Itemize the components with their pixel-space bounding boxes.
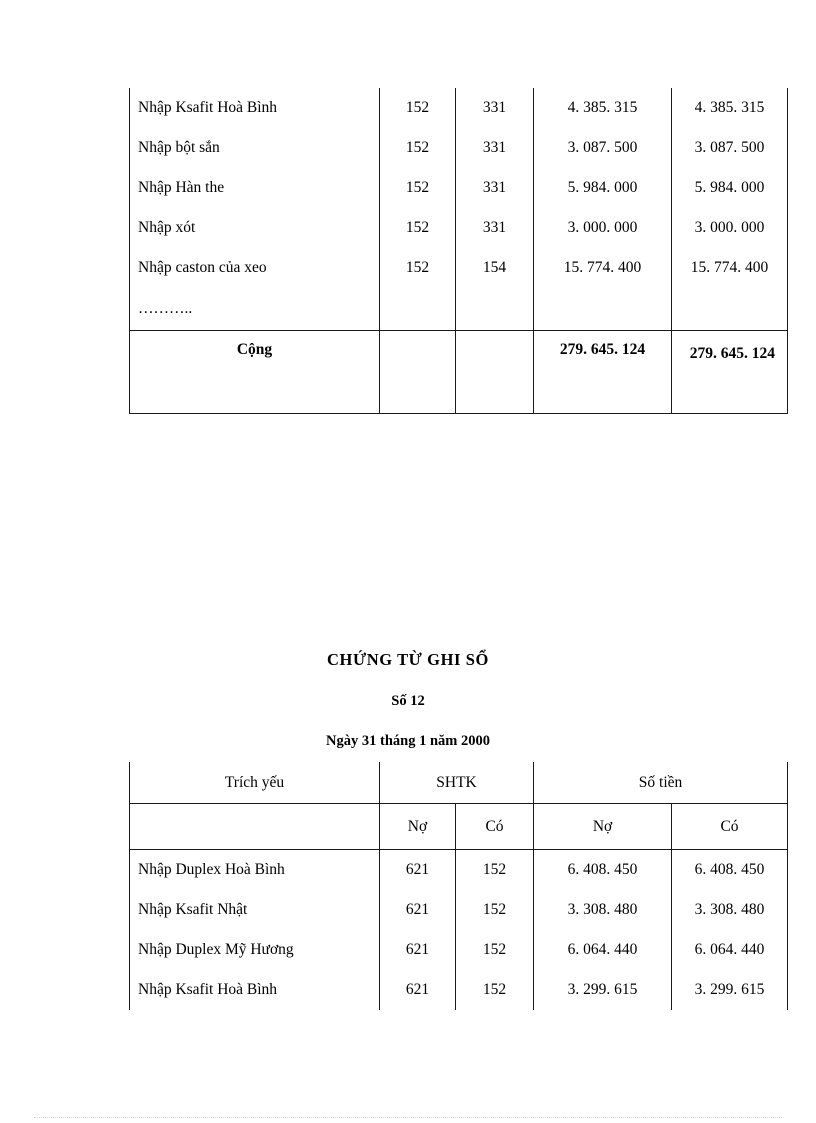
cell-total-amount-credit: 279. 645. 124 [671,330,788,414]
page-bottom-divider [34,1117,782,1118]
cell-debit-account: 152 [379,128,456,168]
cell-debit-account: 152 [379,88,456,128]
cell-amount-credit: 6. 408. 450 [671,849,789,890]
cell-empty [379,288,456,331]
cell-amount-credit: 3. 087. 500 [671,128,788,168]
cell-credit-account: 331 [455,208,534,248]
cell-total-label: Cộng [129,330,380,414]
table-header-row-top: Trích yếu SHTK Số tiền [129,762,789,804]
cell-description: Nhập Ksafit Hoà Bình [129,88,380,128]
cell-amount-debit: 3. 000. 000 [533,208,672,248]
cell-description: Nhập Ksafit Hoà Bình [129,970,380,1010]
cell-debit-account: 152 [379,168,456,208]
cell-amount-debit: 5. 984. 000 [533,168,672,208]
table-row-total: Cộng 279. 645. 124 279. 645. 124 [129,330,788,414]
cell-empty [671,288,788,331]
cell-amount-debit: 6. 408. 450 [533,849,672,890]
header-description: Trích yếu [129,762,380,804]
table-row: Nhập Duplex Hoà Bình 621 152 6. 408. 450… [129,849,789,890]
cell-amount-debit: 3. 308. 480 [533,890,672,930]
cell-amount-credit: 15. 774. 400 [671,248,788,288]
cell-description: Nhập caston của xeo [129,248,380,288]
cell-description: Nhập bột sắn [129,128,380,168]
cell-debit-account: 621 [379,970,456,1010]
cell-amount-credit: 4. 385. 315 [671,88,788,128]
cell-description: Nhập Ksafit Nhật [129,890,380,930]
table-row: Nhập xót 152 331 3. 000. 000 3. 000. 000 [129,208,788,248]
header-sub-debit: Nợ [379,803,456,850]
cell-amount-credit: 3. 000. 000 [671,208,788,248]
cell-credit-account: 154 [455,248,534,288]
cell-description: Nhập Duplex Mỹ Hương [129,930,380,970]
table-row: Nhập Ksafit Hoà Bình 621 152 3. 299. 615… [129,970,789,1010]
cell-amount-debit: 6. 064. 440 [533,930,672,970]
cell-amount-credit: 3. 299. 615 [671,970,789,1010]
cell-amount-credit: 5. 984. 000 [671,168,788,208]
cell-credit-account: 152 [454,849,534,890]
cell-credit-account: 152 [454,970,534,1010]
voucher-table-12: Trích yếu SHTK Số tiền Nợ Có Nợ Có Nhập … [129,762,789,1010]
header-sub-credit: Có [454,803,534,850]
header-sub-amount-debit: Nợ [533,803,672,850]
cell-credit-account: 331 [455,88,534,128]
cell-debit-account: 621 [379,849,456,890]
cell-total-debit-account [379,330,456,414]
cell-debit-account: 152 [379,208,456,248]
cell-description: Nhập Hàn the [129,168,380,208]
cell-amount-debit: 15. 774. 400 [533,248,672,288]
document-date: Ngày 31 tháng 1 năm 2000 [326,733,490,749]
cell-ellipsis: ……….. [129,288,380,331]
page-title: CHỨNG TỪ GHI SỔ [327,650,489,669]
header-amount: Số tiền [533,762,789,804]
header-sub-amount-credit: Có [671,803,789,850]
cell-amount-credit: 6. 064. 440 [671,930,789,970]
table-row: Nhập bột sắn 152 331 3. 087. 500 3. 087.… [129,128,788,168]
document-number: Số 12 [391,693,425,709]
table-row: Nhập Hàn the 152 331 5. 984. 000 5. 984.… [129,168,788,208]
table-row-ellipsis: ……….. [129,288,788,331]
cell-credit-account: 152 [454,930,534,970]
cell-amount-debit: 3. 087. 500 [533,128,672,168]
cell-debit-account: 621 [379,890,456,930]
cell-empty [455,288,534,331]
cell-description: Nhập Duplex Hoà Bình [129,849,380,890]
header-sub-description [129,803,380,850]
cell-total-credit-account [455,330,534,414]
cell-credit-account: 331 [455,128,534,168]
cell-credit-account: 331 [455,168,534,208]
table-row: Nhập Duplex Mỹ Hương 621 152 6. 064. 440… [129,930,789,970]
table-row: Nhập Ksafit Nhật 621 152 3. 308. 480 3. … [129,890,789,930]
cell-amount-debit: 4. 385. 315 [533,88,672,128]
voucher-table-continued: Nhập Ksafit Hoà Bình 152 331 4. 385. 315… [129,88,788,414]
cell-description: Nhập xót [129,208,380,248]
table-header-row-sub: Nợ Có Nợ Có [129,803,789,850]
header-accounts: SHTK [378,762,534,804]
cell-total-amount-debit: 279. 645. 124 [533,330,672,414]
cell-debit-account: 152 [379,248,456,288]
table-row: Nhập caston của xeo 152 154 15. 774. 400… [129,248,788,288]
cell-amount-credit: 3. 308. 480 [671,890,789,930]
table-row: Nhập Ksafit Hoà Bình 152 331 4. 385. 315… [129,88,788,128]
cell-credit-account: 152 [454,890,534,930]
cell-amount-debit: 3. 299. 615 [533,970,672,1010]
cell-empty [533,288,672,331]
cell-debit-account: 621 [379,930,456,970]
